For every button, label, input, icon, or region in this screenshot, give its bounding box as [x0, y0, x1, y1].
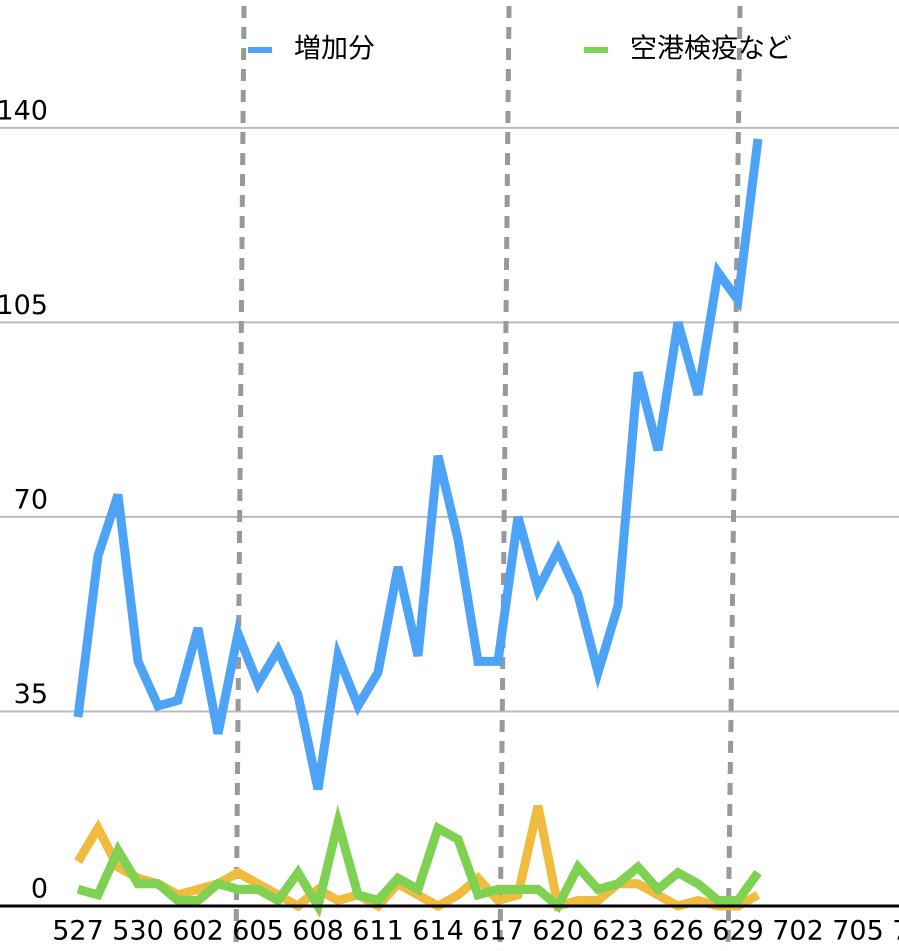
x-tick-label: 602 [172, 916, 224, 947]
series-line [76, 804, 762, 918]
x-tick-label: 623 [592, 916, 644, 947]
x-tick-label: 608 [292, 916, 344, 947]
x-tick-label: 620 [532, 916, 584, 947]
x-tick-label: 708 [892, 916, 899, 947]
labels: 0 35 70 105 140 527 530 602 605 608 611 614 617 620 62… [0, 34, 899, 947]
x-tick-label: 605 [232, 916, 284, 947]
plot [73, 138, 763, 918]
y-tick-label: 70 [14, 484, 48, 515]
x-tick-label: 629 [712, 916, 764, 947]
x-tick-label: 611 [352, 916, 404, 947]
x-tick-label: 614 [412, 916, 464, 947]
marker-line [233, 5, 247, 951]
y-tick-label: 0 [31, 874, 48, 905]
series-line [74, 804, 761, 912]
x-tick-label: 626 [652, 916, 704, 947]
marker-line [725, 5, 743, 951]
x-tick-label: 702 [772, 916, 824, 947]
y-tick-label: 35 [14, 679, 48, 710]
legend-label: 空港検疫など [630, 34, 792, 65]
x-tick-label: 530 [112, 916, 164, 947]
legend-label: 増加分 [294, 34, 375, 65]
y-tick-label: 105 [0, 290, 48, 321]
marker-lines [233, 5, 743, 951]
x-tick-label: 617 [472, 916, 524, 947]
series-line [73, 138, 763, 791]
x-tick-label: 705 [832, 916, 884, 947]
marker-line [497, 5, 512, 951]
x-tick-label: 527 [52, 916, 104, 947]
y-tick-label: 140 [0, 95, 48, 126]
